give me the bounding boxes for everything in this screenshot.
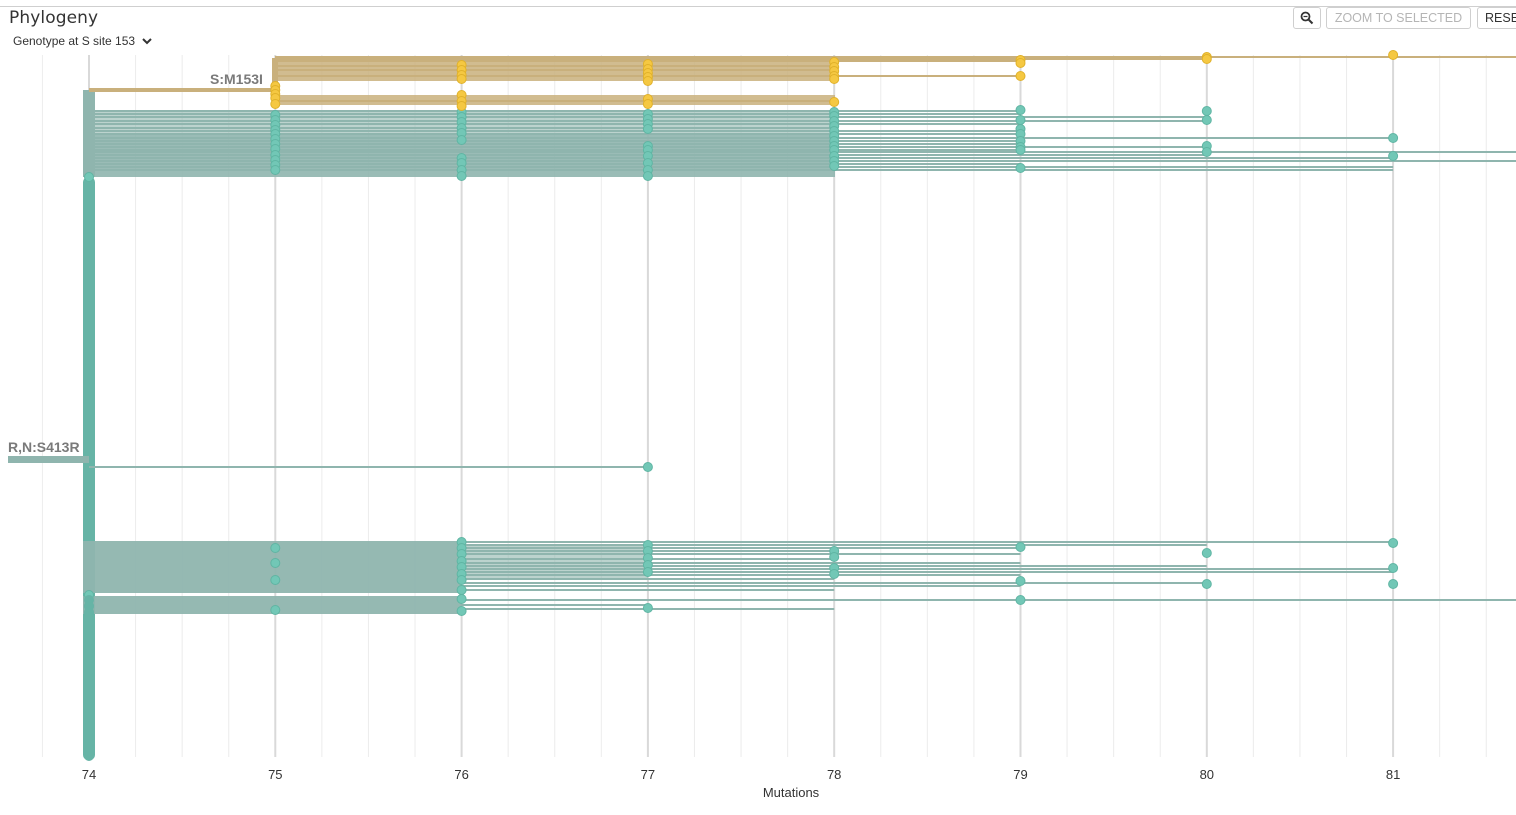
x-tick-label: 81 bbox=[1386, 767, 1400, 782]
tip-genotype-M[interactable] bbox=[1015, 576, 1026, 586]
branch-label-top: S:M153I bbox=[210, 71, 263, 87]
magnifier-icon bbox=[1300, 11, 1314, 25]
x-tick-label: 77 bbox=[641, 767, 655, 782]
tip-genotype-I[interactable] bbox=[456, 74, 467, 84]
root-branch bbox=[8, 456, 89, 463]
tip-genotype-M[interactable] bbox=[1201, 579, 1212, 589]
tip-genotype-M[interactable] bbox=[1015, 115, 1026, 125]
zoom-to-selected-button[interactable]: ZOOM TO SELECTED bbox=[1326, 7, 1471, 29]
tip-genotype-M[interactable] bbox=[270, 558, 281, 568]
panel-top-divider bbox=[0, 6, 1516, 7]
tip-genotype-M[interactable] bbox=[270, 575, 281, 585]
tip-genotype-M[interactable] bbox=[456, 171, 467, 181]
tip-genotype-M[interactable] bbox=[829, 161, 840, 171]
panel-title: Phylogeny bbox=[9, 8, 99, 28]
x-axis: 74 75 76 77 78 79 80 81 bbox=[82, 767, 1401, 782]
tip-genotype-M[interactable] bbox=[1015, 145, 1026, 155]
tip-genotype-M[interactable] bbox=[84, 751, 94, 761]
tip-genotype-M[interactable] bbox=[829, 552, 840, 562]
tip-genotype-M[interactable] bbox=[642, 462, 653, 472]
tip-genotype-I[interactable] bbox=[1015, 71, 1026, 81]
tip-genotype-I[interactable] bbox=[456, 101, 467, 111]
tip-genotype-I[interactable] bbox=[642, 76, 653, 86]
tip-genotype-M[interactable] bbox=[642, 603, 653, 613]
tip-genotype-M[interactable] bbox=[829, 569, 840, 579]
tip-genotype-M[interactable] bbox=[456, 585, 467, 595]
tip-genotype-M[interactable] bbox=[642, 567, 653, 577]
color-by-label: Genotype at S site 153 bbox=[13, 34, 136, 48]
tip-layer[interactable] bbox=[84, 50, 1399, 761]
clade1-stem bbox=[83, 90, 95, 177]
tip-genotype-M[interactable] bbox=[84, 172, 94, 182]
tip-genotype-M[interactable] bbox=[1015, 595, 1026, 605]
chevron-down-icon bbox=[142, 38, 152, 45]
tip-genotype-M[interactable] bbox=[1201, 548, 1212, 558]
x-tick-label: 78 bbox=[827, 767, 841, 782]
tip-genotype-M[interactable] bbox=[1015, 542, 1026, 552]
tip-genotype-M[interactable] bbox=[642, 124, 653, 134]
zoom-button[interactable] bbox=[1293, 7, 1321, 29]
x-tick-label: 79 bbox=[1013, 767, 1027, 782]
tip-genotype-M[interactable] bbox=[456, 135, 467, 145]
tip-genotype-I[interactable] bbox=[1388, 50, 1399, 60]
clade2-band-low bbox=[83, 596, 461, 614]
x-tick-label: 76 bbox=[454, 767, 468, 782]
tip-genotype-M[interactable] bbox=[1388, 133, 1399, 143]
tip-genotype-M[interactable] bbox=[270, 543, 281, 553]
x-tick-label: 75 bbox=[268, 767, 282, 782]
tip-genotype-I[interactable] bbox=[1201, 54, 1212, 64]
tip-genotype-M[interactable] bbox=[1388, 538, 1399, 548]
tip-genotype-M[interactable] bbox=[1388, 563, 1399, 573]
x-axis-title: Mutations bbox=[763, 785, 820, 800]
tip-genotype-M[interactable] bbox=[1388, 151, 1399, 161]
tip-genotype-M[interactable] bbox=[270, 605, 281, 615]
tip-genotype-M[interactable] bbox=[456, 594, 467, 604]
branch-layer bbox=[8, 56, 1516, 760]
tip-genotype-M[interactable] bbox=[1201, 106, 1212, 116]
grid-layer bbox=[41, 55, 1487, 757]
tip-genotype-M[interactable] bbox=[642, 171, 653, 181]
branch-label-mid: R,N:S413R bbox=[8, 439, 80, 455]
tip-genotype-I[interactable] bbox=[270, 99, 281, 109]
tip-genotype-M[interactable] bbox=[1015, 163, 1026, 173]
reset-button[interactable]: RESE bbox=[1477, 7, 1516, 29]
tip-genotype-I[interactable] bbox=[1015, 58, 1026, 68]
x-tick-label: 74 bbox=[82, 767, 96, 782]
tip-genotype-I[interactable] bbox=[829, 74, 840, 84]
color-by-dropdown[interactable]: Genotype at S site 153 bbox=[13, 34, 153, 48]
tip-genotype-I[interactable] bbox=[829, 97, 840, 107]
tip-genotype-I[interactable] bbox=[642, 99, 653, 109]
tip-genotype-M[interactable] bbox=[1015, 105, 1026, 115]
tip-genotype-M[interactable] bbox=[270, 165, 281, 175]
tip-genotype-M[interactable] bbox=[1201, 115, 1212, 125]
tip-genotype-M[interactable] bbox=[456, 575, 467, 585]
tip-genotype-M[interactable] bbox=[456, 606, 467, 616]
x-tick-label: 80 bbox=[1200, 767, 1214, 782]
tip-genotype-M[interactable] bbox=[1201, 147, 1212, 157]
tip-genotype-M[interactable] bbox=[1388, 579, 1399, 589]
